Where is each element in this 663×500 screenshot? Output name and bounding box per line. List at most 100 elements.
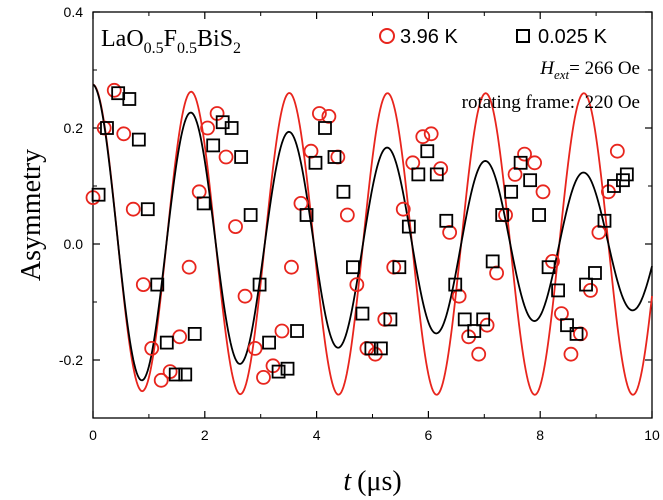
field-annotation: Hext= 266 Oe bbox=[539, 58, 640, 82]
data-point-black-square bbox=[551, 283, 565, 298]
data-point-red-circle bbox=[423, 126, 439, 142]
data-point-black-square bbox=[588, 266, 602, 280]
data-point-red-circle bbox=[135, 277, 151, 293]
data-point-red-circle bbox=[321, 109, 337, 124]
data-point-red-circle bbox=[106, 82, 122, 98]
data-point-red-circle bbox=[228, 219, 243, 235]
x-tick-label: 8 bbox=[536, 427, 544, 443]
x-tick-label: 6 bbox=[425, 427, 433, 443]
data-point-red-circle bbox=[191, 184, 207, 200]
y-tick-label: 0.2 bbox=[64, 120, 84, 136]
legend-marker-3p96k bbox=[379, 28, 395, 44]
data-point-red-circle bbox=[293, 195, 309, 211]
data-point-black-square bbox=[346, 260, 360, 275]
x-axis-title: t (μs) bbox=[343, 466, 401, 497]
data-point-black-square bbox=[299, 208, 314, 222]
data-point-black-square bbox=[401, 219, 416, 234]
frame-annotation: rotating frame: 220 Oe bbox=[462, 92, 640, 113]
data-point-black-square bbox=[420, 144, 435, 159]
data-point-black-square bbox=[467, 324, 482, 338]
fit-curve-1 bbox=[92, 83, 653, 382]
data-point-red-circle bbox=[349, 277, 365, 293]
data-point-black-square bbox=[308, 155, 323, 170]
data-point-black-square bbox=[619, 167, 634, 182]
data-point-black-square bbox=[569, 326, 584, 341]
data-point-red-circle bbox=[247, 340, 263, 356]
data-point-black-square bbox=[523, 173, 538, 188]
legend-label-3p96k: 3.96 K bbox=[400, 26, 458, 48]
legend: 3.96 K 0.025 K bbox=[379, 26, 608, 48]
data-point-red-circle bbox=[153, 372, 169, 388]
data-point-black-square bbox=[579, 277, 593, 292]
data-point-black-square bbox=[373, 341, 388, 356]
data-point-red-circle bbox=[554, 306, 569, 322]
data-point-black-square bbox=[355, 306, 370, 321]
data-point-red-circle bbox=[517, 146, 532, 162]
data-point-red-circle bbox=[451, 288, 467, 304]
data-point-red-circle bbox=[172, 329, 188, 345]
data-point-black-square bbox=[100, 121, 114, 135]
data-point-black-square bbox=[532, 208, 546, 222]
data-point-red-circle bbox=[395, 201, 411, 217]
data-point-red-circle bbox=[303, 143, 319, 159]
y-tick-label: 0.4 bbox=[64, 4, 84, 20]
data-point-black-square bbox=[495, 208, 510, 222]
data-point-black-square bbox=[168, 367, 183, 382]
data-point-black-square bbox=[159, 335, 174, 350]
data-point-black-square bbox=[513, 155, 528, 170]
y-tick-label: -0.2 bbox=[59, 352, 83, 368]
data-point-black-square bbox=[140, 202, 155, 217]
data-point-black-square bbox=[91, 187, 106, 202]
data-point-black-square bbox=[560, 318, 574, 333]
data-point-red-circle bbox=[591, 224, 607, 240]
data-point-black-square bbox=[336, 184, 351, 199]
data-point-black-square bbox=[271, 364, 286, 379]
legend-label-0p025k: 0.025 K bbox=[538, 26, 608, 48]
data-point-black-square bbox=[224, 121, 239, 135]
y-axis-title: Asymmetry bbox=[16, 149, 47, 281]
data-point-black-square bbox=[122, 92, 137, 106]
data-point-black-square bbox=[243, 208, 258, 222]
data-points bbox=[85, 82, 634, 388]
data-point-black-square bbox=[318, 121, 332, 135]
data-point-red-circle bbox=[527, 155, 543, 171]
data-point-black-square bbox=[457, 312, 472, 327]
data-point-black-square bbox=[429, 167, 444, 182]
data-point-red-circle bbox=[256, 369, 271, 385]
x-tick-label: 4 bbox=[313, 427, 321, 443]
axis-ticks: 0 2 4 6 8 10 -0.2 0.0 0.2 0.4 bbox=[59, 4, 660, 443]
data-point-red-circle bbox=[274, 323, 290, 339]
data-point-red-circle bbox=[284, 259, 299, 275]
data-point-red-circle bbox=[181, 259, 197, 275]
data-point-black-square bbox=[383, 312, 398, 327]
data-point-red-circle bbox=[609, 143, 625, 159]
data-point-red-circle bbox=[125, 201, 141, 217]
data-point-red-circle bbox=[573, 326, 588, 342]
x-tick-label: 0 bbox=[89, 427, 97, 443]
data-point-black-square bbox=[206, 138, 221, 153]
data-point-black-square bbox=[262, 335, 276, 350]
data-point-red-circle bbox=[311, 106, 327, 121]
data-point-red-circle bbox=[471, 346, 487, 362]
data-point-black-square bbox=[252, 277, 267, 292]
data-point-black-square bbox=[439, 213, 454, 228]
data-point-black-square bbox=[485, 254, 500, 269]
data-point-black-square bbox=[196, 196, 211, 211]
fit-curves bbox=[92, 83, 653, 396]
sample-formula: LaO0.5F0.5BiS2 bbox=[101, 26, 241, 57]
data-point-black-square bbox=[234, 150, 249, 164]
data-point-red-circle bbox=[563, 346, 579, 362]
data-point-black-square bbox=[364, 341, 379, 356]
data-point-red-circle bbox=[405, 155, 421, 171]
y-tick-label: 0.0 bbox=[64, 236, 84, 252]
data-point-red-circle bbox=[330, 149, 346, 165]
data-point-red-circle bbox=[507, 166, 523, 182]
data-point-red-circle bbox=[415, 129, 431, 145]
data-point-black-square bbox=[541, 260, 556, 275]
data-point-red-circle bbox=[339, 207, 355, 223]
data-point-black-square bbox=[187, 326, 202, 341]
data-point-black-square bbox=[178, 367, 193, 382]
data-point-black-square bbox=[327, 150, 342, 164]
data-point-black-square bbox=[411, 167, 426, 182]
